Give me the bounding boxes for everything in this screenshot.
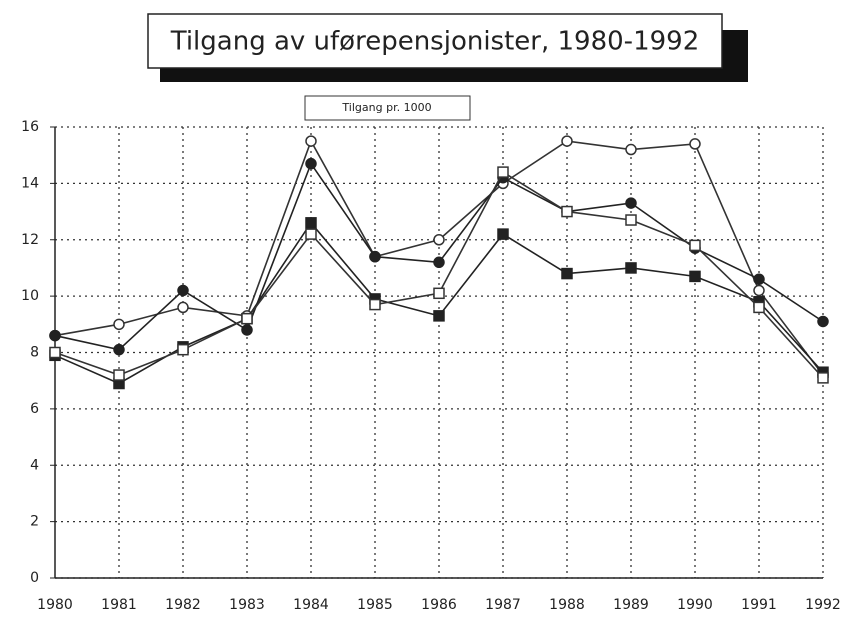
chart-subtitle: Tilgang pr. 1000 — [341, 101, 431, 114]
point — [817, 315, 829, 328]
title-box — [147, 13, 723, 69]
x-tick-label: 1984 — [293, 597, 329, 613]
point — [689, 270, 701, 283]
series-line — [54, 170, 824, 379]
subtitle-box — [304, 95, 471, 121]
point — [113, 318, 125, 331]
point — [497, 166, 509, 178]
x-tick-label: 1988 — [549, 597, 585, 613]
y-tick-label: 6 — [30, 401, 39, 417]
point — [433, 234, 445, 246]
point — [433, 310, 445, 322]
x-tick-label: 1987 — [485, 597, 521, 613]
y-tick-label: 12 — [21, 232, 39, 248]
x-tick-label: 1985 — [357, 597, 393, 613]
point — [241, 324, 253, 336]
y-tick-label: 0 — [30, 570, 39, 586]
point — [561, 135, 573, 147]
y-tick-label: 14 — [21, 175, 39, 191]
point — [689, 138, 701, 150]
point — [753, 301, 765, 314]
point — [433, 256, 445, 269]
x-tick-label: 1981 — [101, 597, 137, 613]
chart-title: Tilgang av uførepensjonister, 1980-1992 — [170, 27, 699, 57]
point — [305, 217, 317, 229]
point — [625, 262, 637, 274]
y-tick-label: 2 — [30, 514, 39, 530]
x-tick-label: 1990 — [677, 597, 713, 613]
point — [113, 369, 125, 381]
point — [561, 267, 573, 280]
y-tick-label: 10 — [21, 288, 39, 304]
point — [625, 214, 637, 226]
y-tick-label: 4 — [30, 457, 39, 473]
point — [753, 273, 765, 285]
point — [689, 239, 701, 252]
point — [625, 197, 637, 209]
point — [177, 301, 189, 314]
x-tick-label: 1982 — [165, 597, 201, 613]
point — [433, 287, 445, 300]
point — [561, 205, 573, 218]
point — [113, 343, 125, 356]
point — [241, 312, 253, 325]
point — [177, 284, 189, 297]
point — [497, 228, 509, 240]
point — [753, 284, 765, 297]
point — [305, 157, 317, 170]
y-tick-label: 16 — [21, 119, 39, 135]
y-tick-label: 8 — [30, 345, 39, 361]
x-tick-label: 1986 — [421, 597, 457, 613]
x-tick-label: 1991 — [741, 597, 777, 613]
point — [369, 298, 381, 311]
point — [305, 228, 317, 240]
point — [49, 329, 61, 342]
point — [817, 372, 829, 384]
x-tick-label: 1983 — [229, 597, 265, 613]
x-tick-label: 1989 — [613, 597, 649, 613]
point — [305, 135, 317, 147]
x-tick-label: 1980 — [37, 597, 73, 613]
x-tick-label: 1992 — [805, 597, 841, 613]
point — [369, 250, 381, 263]
point — [177, 343, 189, 356]
point — [49, 346, 61, 359]
point — [625, 143, 637, 156]
